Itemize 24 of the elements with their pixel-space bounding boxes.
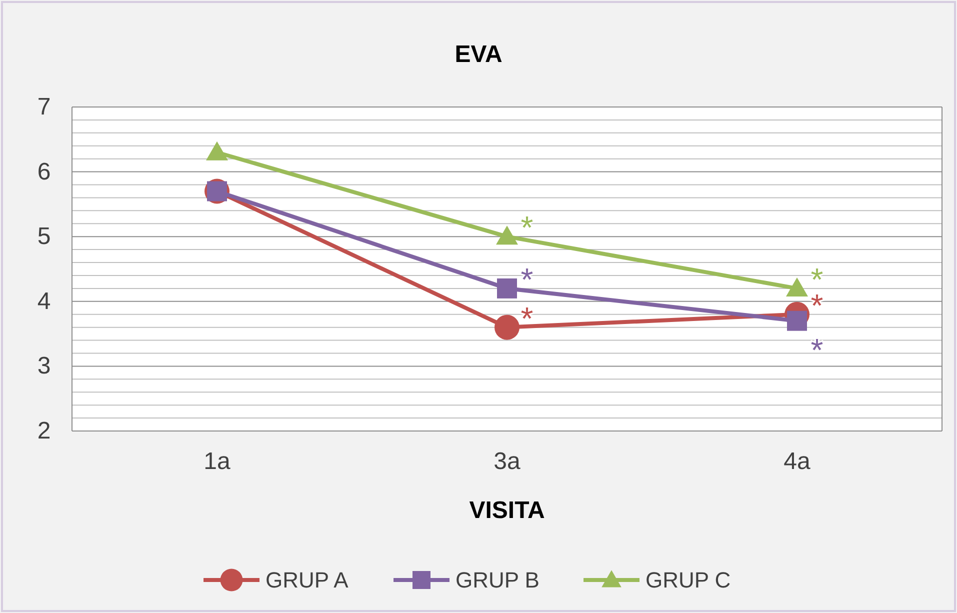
annotation: * [520, 210, 534, 246]
legend-label: GRUP A [266, 568, 349, 592]
x-tick-label: 3a [494, 448, 521, 475]
point [497, 278, 517, 298]
x-tick-label: 1a [204, 448, 231, 475]
y-tick-label: 3 [37, 352, 51, 380]
legend-label: GRUP B [456, 568, 540, 592]
point [786, 277, 808, 296]
annotation: * [810, 332, 824, 368]
legend-label: GRUP C [646, 568, 731, 592]
annotation: * [520, 300, 534, 336]
y-tick-label: 4 [37, 288, 51, 315]
x-axis-title: VISITA [469, 497, 545, 524]
point [494, 314, 520, 340]
annotation: * [520, 261, 534, 298]
y-tick-label: 6 [37, 158, 51, 186]
y-tick-label: 7 [37, 94, 51, 120]
x-tick-label: 4a [784, 448, 811, 475]
y-tick-label: 2 [37, 418, 51, 444]
point [496, 226, 518, 245]
y-tick-label: 5 [37, 223, 51, 250]
chart-title: EVA [454, 41, 502, 68]
point [206, 141, 228, 160]
point [787, 310, 807, 331]
